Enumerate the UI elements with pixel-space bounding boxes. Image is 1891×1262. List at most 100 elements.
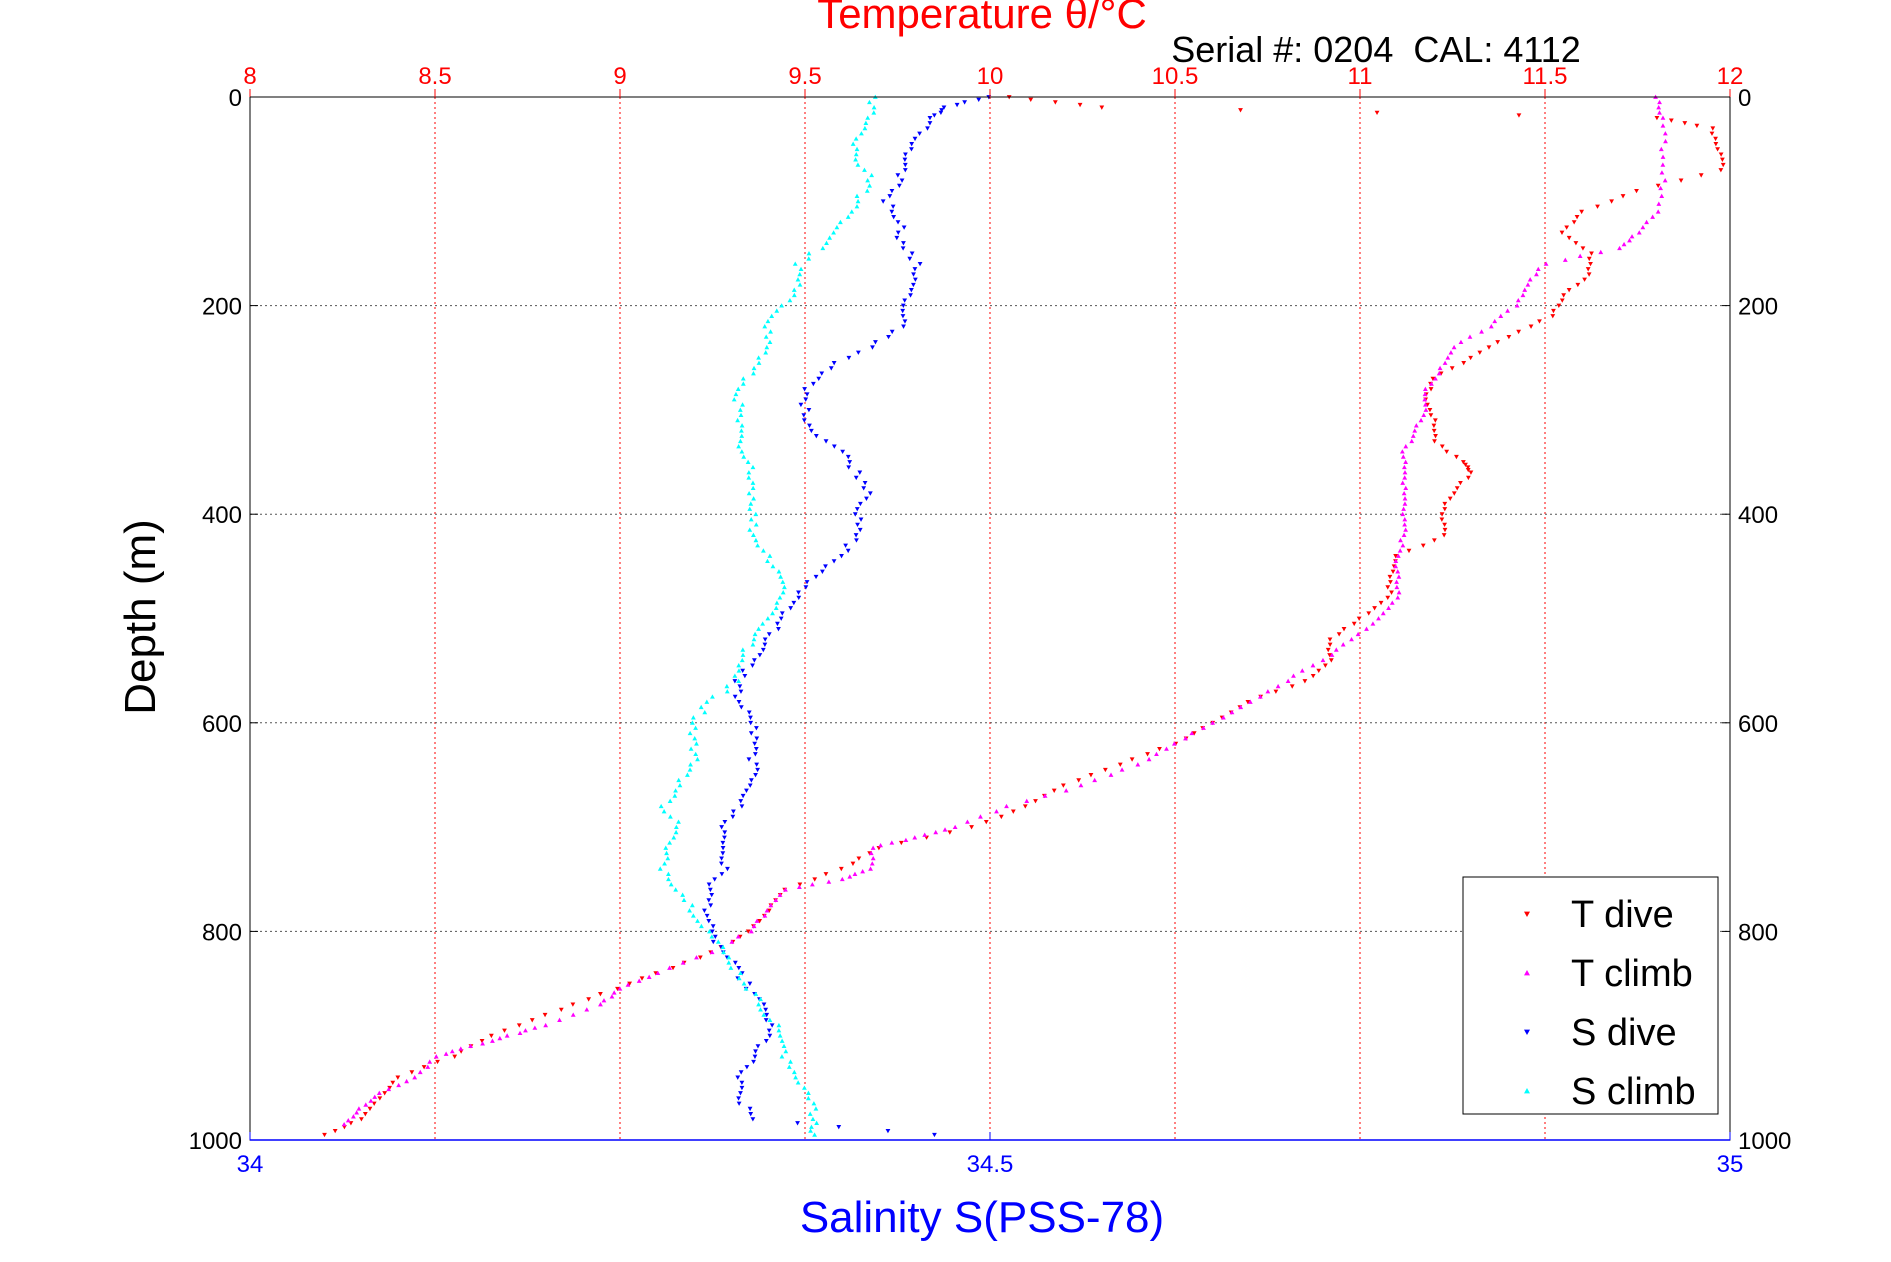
data-point (886, 334, 891, 340)
data-point (740, 381, 746, 386)
data-point (903, 152, 908, 157)
data-point (468, 1043, 474, 1049)
data-point (780, 579, 786, 584)
data-point (1710, 126, 1716, 131)
data-point (1465, 475, 1471, 481)
data-point (1396, 590, 1402, 595)
data-point (752, 631, 758, 637)
data-point (1522, 287, 1528, 292)
data-point (724, 683, 730, 689)
data-point (1535, 266, 1541, 272)
data-point (965, 819, 970, 824)
data-point (676, 819, 681, 824)
data-point (758, 1007, 763, 1012)
data-point (1585, 267, 1591, 272)
data-point (746, 470, 752, 475)
data-point (702, 908, 707, 913)
data-point (739, 428, 744, 433)
data-point (1402, 522, 1408, 527)
data-point (1402, 475, 1408, 480)
data-point (740, 376, 746, 381)
temperature-tick-label: 10.5 (1152, 63, 1199, 90)
data-point (558, 1007, 564, 1013)
temperature-axis-title: Temperature θ/°C (817, 0, 1147, 37)
data-point (823, 439, 829, 444)
data-point (891, 215, 897, 220)
data-point (938, 110, 944, 116)
data-point (738, 799, 744, 804)
data-point (709, 949, 715, 955)
data-point (1370, 621, 1376, 626)
depth-tick-label-right: 600 (1738, 711, 1778, 738)
data-point (1427, 407, 1433, 413)
data-point (753, 991, 759, 996)
data-point (1119, 767, 1125, 772)
legend-marker-t-climb (1524, 970, 1530, 976)
data-point (1492, 318, 1498, 324)
data-point (865, 115, 871, 120)
data-point (1380, 610, 1386, 616)
data-point (720, 851, 726, 856)
data-point (1658, 146, 1664, 152)
data-point (1659, 193, 1665, 199)
data-point (797, 882, 803, 887)
data-point (1458, 339, 1464, 345)
data-point (1088, 773, 1094, 778)
data-point (747, 527, 753, 532)
data-point (736, 444, 742, 449)
data-point (720, 846, 726, 851)
data-point (736, 678, 741, 683)
data-point (1660, 123, 1666, 128)
data-point (697, 955, 703, 960)
data-point (1349, 636, 1354, 642)
data-point (1442, 527, 1448, 533)
depth-tick-label-left: 200 (202, 294, 242, 321)
data-point (845, 454, 851, 460)
data-point (1715, 147, 1721, 152)
data-point (570, 1002, 576, 1007)
salinity-tick-label: 34.5 (967, 1151, 1014, 1178)
data-point (1650, 214, 1656, 219)
data-point (782, 584, 787, 590)
data-point (665, 855, 671, 861)
data-point (758, 996, 763, 1002)
data-point (687, 730, 693, 736)
depth-tick-label-right: 400 (1738, 502, 1778, 529)
data-point (847, 460, 853, 465)
data-point (1479, 329, 1484, 334)
data-point (994, 809, 999, 814)
data-point (715, 939, 721, 944)
data-point (777, 595, 783, 600)
data-point (1390, 569, 1396, 574)
data-point (753, 537, 759, 543)
data-point (752, 1054, 758, 1059)
data-point (788, 1059, 793, 1064)
data-point (719, 825, 725, 830)
data-point (750, 464, 756, 470)
data-point (744, 788, 749, 793)
data-point (692, 736, 698, 741)
data-point (1543, 261, 1549, 266)
data-point (1399, 449, 1405, 454)
data-point (646, 974, 652, 979)
data-point (412, 1075, 418, 1080)
data-point (710, 924, 716, 929)
data-point (976, 97, 982, 103)
data-point (1589, 251, 1594, 256)
data-point (757, 653, 763, 658)
data-point (1562, 257, 1568, 262)
data-point (798, 402, 804, 408)
data-point (754, 762, 760, 767)
data-point (1117, 762, 1123, 767)
data-point (1401, 532, 1407, 537)
data-point (1129, 757, 1135, 762)
data-point (801, 418, 807, 423)
data-point (1595, 204, 1600, 209)
data-point (1719, 157, 1725, 162)
data-point (372, 1094, 378, 1099)
data-point (1477, 350, 1483, 355)
data-point (359, 1117, 364, 1122)
data-point (854, 538, 859, 543)
salinity-tick-label: 35 (1717, 1151, 1744, 1178)
data-point (1488, 324, 1494, 329)
